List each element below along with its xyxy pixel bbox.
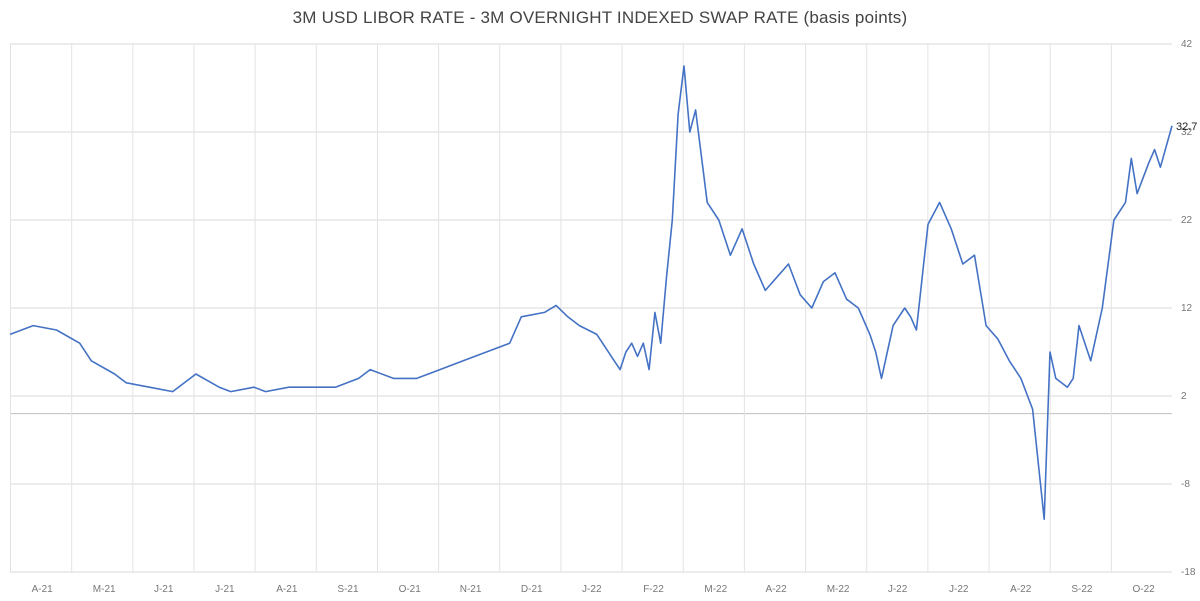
- x-tick-label: A-22: [1010, 584, 1032, 595]
- x-tick-label: O-22: [1132, 584, 1155, 595]
- x-tick-label: F-22: [643, 584, 664, 595]
- x-tick-label: M-21: [93, 584, 116, 595]
- x-tick-label: S-22: [1071, 584, 1093, 595]
- x-tick-label: M-22: [827, 584, 850, 595]
- chart-title: 3M USD LIBOR RATE - 3M OVERNIGHT INDEXED…: [292, 8, 908, 27]
- x-tick-label: N-21: [460, 584, 482, 595]
- x-tick-label: J-22: [582, 584, 602, 595]
- series-line: [9, 65, 1173, 521]
- x-tick-label: J-22: [888, 584, 908, 595]
- x-tick-label: J-22: [949, 584, 969, 595]
- y-tick-label: 2: [1181, 391, 1187, 402]
- x-tick-label: J-21: [215, 584, 235, 595]
- x-tick-label: M-22: [704, 584, 727, 595]
- y-tick-label: 42: [1181, 39, 1193, 50]
- y-tick-label: 12: [1181, 303, 1193, 314]
- y-tick-label: 22: [1181, 215, 1193, 226]
- last-value-label: 32.7: [1176, 121, 1197, 133]
- x-tick-label: A-22: [766, 584, 788, 595]
- x-tick-label: A-21: [276, 584, 298, 595]
- x-tick-label: D-21: [521, 584, 543, 595]
- x-tick-label: S-21: [337, 584, 359, 595]
- y-tick-label: -8: [1181, 479, 1190, 490]
- x-tick-label: J-21: [154, 584, 174, 595]
- x-tick-label: A-21: [32, 584, 54, 595]
- y-tick-label: 32: [1181, 127, 1193, 138]
- x-tick-label: O-21: [399, 584, 422, 595]
- y-tick-label: -18: [1181, 567, 1196, 578]
